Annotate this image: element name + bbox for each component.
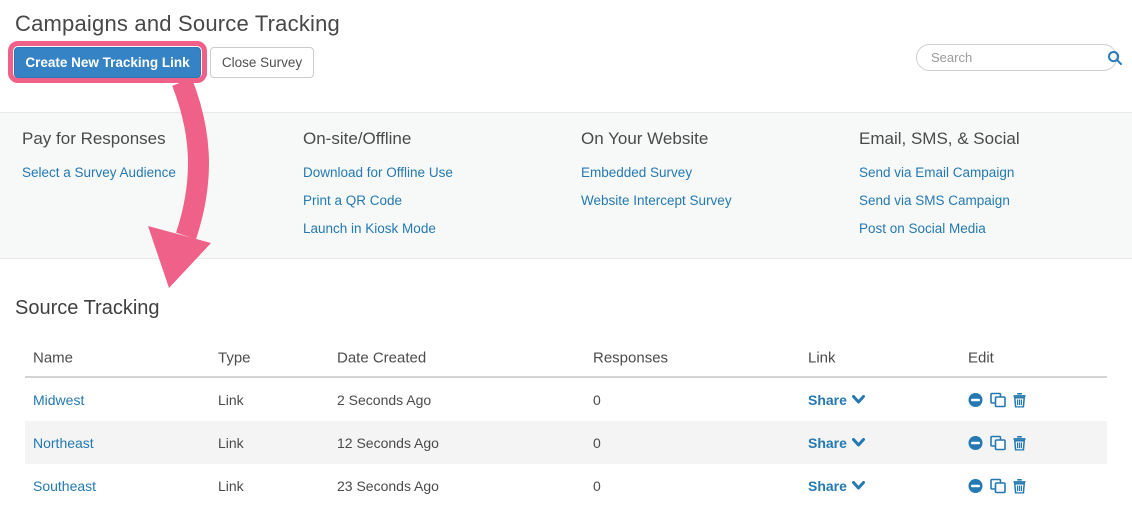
tracking-link-name[interactable]: Midwest (33, 391, 85, 408)
table-row: Southeast Link 23 Seconds Ago 0 Share (25, 464, 1107, 507)
copy-icon[interactable] (990, 435, 1006, 450)
link-post-social-media[interactable]: Post on Social Media (859, 221, 986, 236)
create-tracking-link-button[interactable]: Create New Tracking Link (14, 47, 201, 78)
tracking-link-date: 23 Seconds Ago (337, 477, 439, 494)
page-title: Campaigns and Source Tracking (15, 11, 340, 36)
chevron-down-icon (851, 481, 865, 490)
link-send-sms-campaign[interactable]: Send via SMS Campaign (859, 193, 1010, 208)
search-input[interactable] (931, 50, 1107, 65)
chevron-down-icon (851, 395, 865, 404)
link-print-qr-code[interactable]: Print a QR Code (303, 193, 403, 208)
col-header-date-created: Date Created (337, 349, 427, 367)
share-dropdown[interactable]: Share (808, 392, 865, 408)
trash-icon[interactable] (1013, 435, 1026, 450)
share-label: Share (808, 477, 847, 494)
chevron-down-icon (851, 438, 865, 447)
tracking-link-name[interactable]: Northeast (33, 434, 94, 451)
panel-column-onsite-offline: On-site/Offline Download for Offline Use… (303, 129, 453, 248)
panel-heading: Email, SMS, & Social (859, 129, 1020, 148)
share-label: Share (808, 391, 847, 408)
share-label: Share (808, 434, 847, 451)
source-tracking-table: Name Type Date Created Responses Link Ed… (25, 340, 1107, 507)
panel-column-on-your-website: On Your Website Embedded Survey Website … (581, 129, 732, 220)
trash-icon[interactable] (1013, 392, 1026, 407)
edit-actions (968, 435, 1026, 450)
col-header-edit: Edit (968, 349, 994, 367)
link-select-survey-audience[interactable]: Select a Survey Audience (22, 165, 176, 180)
panel-heading: Pay for Responses (22, 129, 166, 148)
link-send-email-campaign[interactable]: Send via Email Campaign (859, 165, 1015, 180)
share-options-panel: Pay for Responses Select a Survey Audien… (0, 112, 1132, 259)
copy-icon[interactable] (990, 392, 1006, 407)
table-row: Northeast Link 12 Seconds Ago 0 Share (25, 421, 1107, 464)
col-header-name: Name (33, 349, 74, 367)
panel-column-pay-for-responses: Pay for Responses Select a Survey Audien… (22, 129, 176, 192)
link-download-offline-use[interactable]: Download for Offline Use (303, 165, 453, 180)
tracking-link-type: Link (218, 434, 244, 451)
tracking-link-name[interactable]: Southeast (33, 477, 97, 494)
panel-heading: On Your Website (581, 129, 709, 148)
tracking-link-date: 12 Seconds Ago (337, 434, 439, 451)
col-header-type: Type (218, 349, 251, 367)
link-launch-kiosk-mode[interactable]: Launch in Kiosk Mode (303, 221, 436, 236)
tracking-link-responses: 0 (593, 434, 601, 451)
search-box[interactable] (916, 44, 1122, 71)
disable-icon[interactable] (968, 392, 983, 407)
disable-icon[interactable] (968, 435, 983, 450)
copy-icon[interactable] (990, 478, 1006, 493)
edit-actions (968, 392, 1026, 407)
disable-icon[interactable] (968, 478, 983, 493)
edit-actions (968, 478, 1026, 493)
panel-heading: On-site/Offline (303, 129, 412, 148)
close-survey-button[interactable]: Close Survey (210, 47, 314, 78)
tracking-link-responses: 0 (593, 477, 601, 494)
tracking-link-type: Link (218, 477, 244, 494)
tracking-link-date: 2 Seconds Ago (337, 391, 432, 408)
share-dropdown[interactable]: Share (808, 478, 865, 494)
col-header-responses: Responses (593, 349, 669, 367)
trash-icon[interactable] (1013, 478, 1026, 493)
col-header-link: Link (808, 349, 836, 367)
table-row: Midwest Link 2 Seconds Ago 0 Share (25, 378, 1107, 421)
tracking-link-type: Link (218, 391, 244, 408)
link-embedded-survey[interactable]: Embedded Survey (581, 165, 693, 180)
tracking-link-responses: 0 (593, 391, 601, 408)
link-website-intercept-survey[interactable]: Website Intercept Survey (581, 193, 732, 208)
search-icon[interactable] (1107, 50, 1123, 66)
table-header-row: Name Type Date Created Responses Link Ed… (25, 340, 1107, 378)
source-tracking-heading: Source Tracking (15, 297, 160, 319)
share-dropdown[interactable]: Share (808, 435, 865, 451)
panel-column-email-sms-social: Email, SMS, & Social Send via Email Camp… (859, 129, 1020, 248)
